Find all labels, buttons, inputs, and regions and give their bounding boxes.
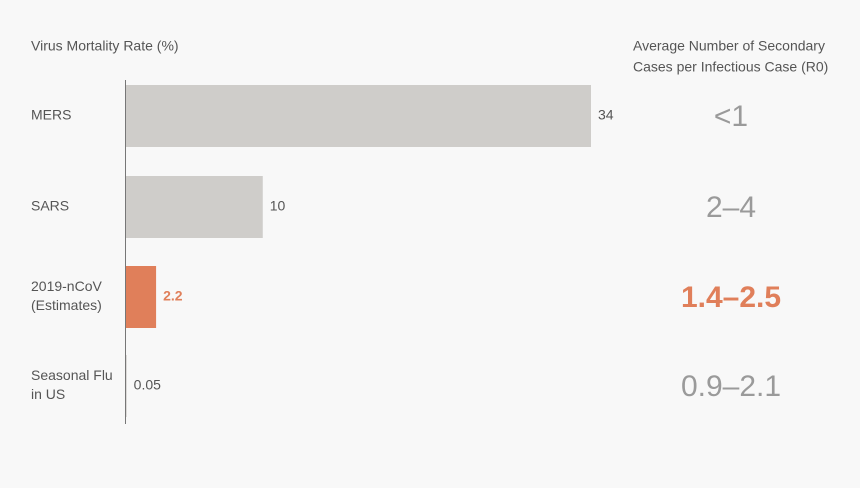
category-label: SARS	[31, 198, 69, 214]
category-label: 2019-nCoV	[31, 278, 102, 294]
r0-value: 2–4	[706, 191, 756, 224]
value-label: 0.05	[134, 377, 161, 393]
r0-value: <1	[714, 100, 748, 133]
bar	[126, 266, 157, 328]
r0-title: Cases per Infectious Case (R0)	[633, 59, 828, 75]
chart-title: Virus Mortality Rate (%)	[31, 38, 179, 54]
bar	[126, 176, 263, 238]
value-label: 2.2	[163, 288, 183, 304]
category-label: Seasonal Flu	[31, 367, 113, 383]
r0-value: 1.4–2.5	[681, 281, 781, 314]
category-label: (Estimates)	[31, 297, 102, 313]
bar	[126, 355, 127, 417]
r0-title: Average Number of Secondary	[633, 38, 825, 54]
category-label: in US	[31, 386, 65, 402]
r0-value: 0.9–2.1	[681, 370, 781, 403]
value-label: 10	[270, 198, 286, 214]
category-label: MERS	[31, 107, 71, 123]
bar	[126, 85, 591, 147]
value-label: 34	[598, 107, 614, 123]
